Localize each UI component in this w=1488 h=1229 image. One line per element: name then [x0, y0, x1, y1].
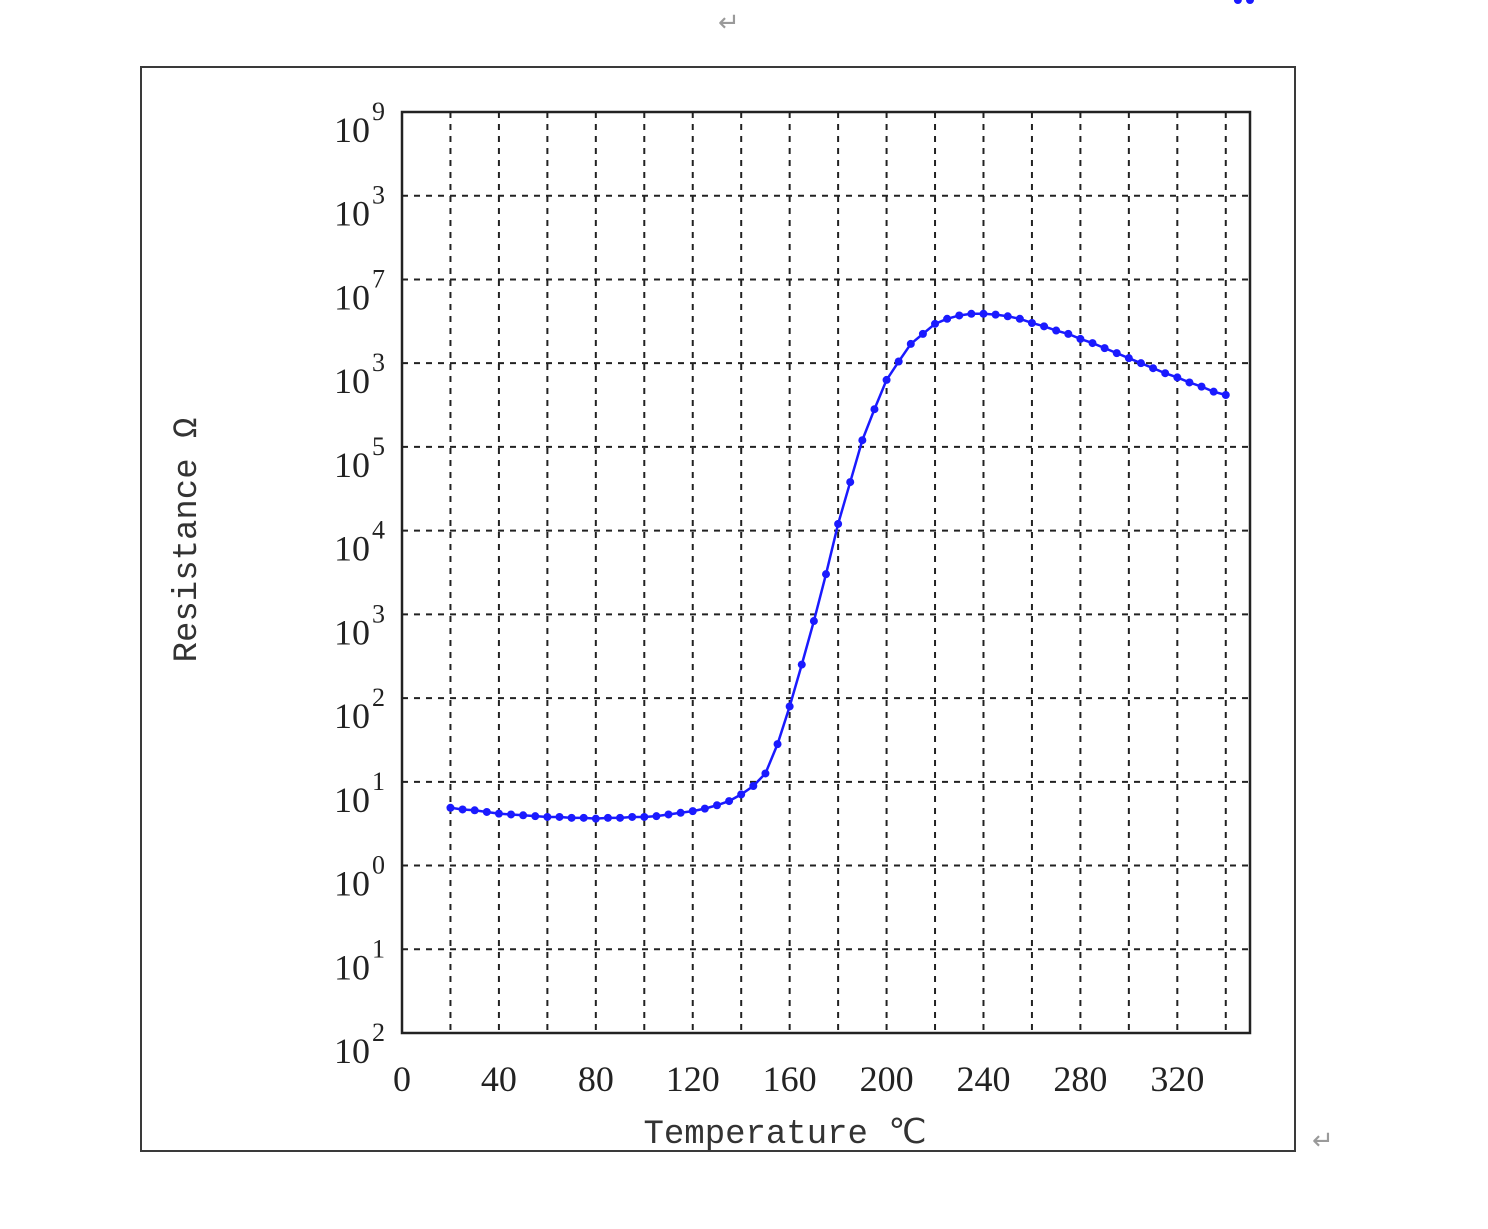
y-tick-label: 103 [334, 599, 385, 652]
data-point [507, 810, 516, 819]
data-point [591, 814, 600, 823]
data-point [1161, 369, 1170, 378]
return-mark-top: ↵ [718, 8, 740, 38]
x-tick-label: 200 [860, 1059, 914, 1099]
grid [402, 112, 1250, 1033]
data-point [1209, 387, 1218, 396]
y-tick-labels: 102 101 100 101 102 103 104 105 103 107 103 109 [334, 97, 385, 1071]
series-markers [446, 0, 1254, 823]
data-point [470, 806, 479, 815]
data-point [1136, 359, 1145, 368]
data-point [1040, 322, 1049, 331]
x-tick-label: 40 [481, 1059, 517, 1099]
data-point [579, 813, 588, 822]
data-point [894, 357, 903, 366]
data-point [700, 804, 709, 813]
data-point [1185, 378, 1194, 387]
data-point [616, 813, 625, 822]
data-point [1064, 329, 1073, 338]
data-point [749, 782, 758, 791]
data-point [458, 805, 467, 814]
data-point [1173, 373, 1182, 382]
y-tick-label: 103 [334, 181, 385, 234]
data-point [773, 740, 782, 749]
x-tick-label: 80 [578, 1059, 614, 1099]
data-point [688, 807, 697, 816]
data-point [979, 309, 988, 318]
data-point [628, 812, 637, 821]
data-point [1003, 312, 1012, 321]
data-point [1246, 0, 1254, 4]
x-tick-label: 0 [393, 1059, 411, 1099]
data-point [652, 812, 661, 821]
data-point [482, 807, 491, 816]
data-point [712, 801, 721, 810]
y-axis-title: Resistance Ω [169, 418, 207, 663]
data-point [1076, 334, 1085, 343]
x-tick-label: 280 [1053, 1059, 1107, 1099]
data-point [446, 803, 455, 812]
data-point [1088, 339, 1097, 348]
data-point [519, 811, 528, 820]
x-tick-label: 240 [956, 1059, 1010, 1099]
data-point [725, 797, 734, 806]
y-tick-label: 102 [334, 683, 385, 736]
data-point [1197, 382, 1206, 391]
data-point [543, 812, 552, 821]
data-point [797, 660, 806, 669]
data-point [1221, 390, 1230, 399]
data-point [567, 813, 576, 822]
y-tick-label: 101 [334, 934, 385, 987]
data-point [1124, 354, 1133, 363]
data-point [785, 702, 794, 711]
y-tick-label: 101 [334, 767, 385, 820]
data-point [967, 309, 976, 318]
data-point [603, 813, 612, 822]
data-point [943, 314, 952, 323]
chart-frame [140, 66, 1296, 1152]
plot-area-border [400, 110, 1252, 1035]
data-point [822, 570, 830, 579]
data-point [870, 405, 879, 414]
data-point [1149, 364, 1158, 373]
y-tick-label: 105 [334, 432, 385, 485]
data-point [882, 375, 891, 384]
data-point [676, 808, 685, 817]
data-point [918, 329, 927, 338]
data-point [761, 769, 770, 778]
data-point [906, 339, 915, 348]
data-point [1052, 326, 1061, 335]
x-tick-labels: 0 40 80 120 160 200 240 280 320 [393, 1059, 1204, 1099]
data-point [858, 436, 867, 445]
data-point [664, 810, 673, 819]
y-tick-label: 100 [334, 851, 385, 904]
data-point [931, 319, 940, 328]
data-point [555, 812, 564, 821]
data-point [1233, 0, 1242, 4]
data-point [1112, 349, 1121, 358]
data-point [494, 809, 503, 818]
data-point [1100, 344, 1109, 353]
data-point [1027, 318, 1036, 327]
y-tick-label: 104 [334, 516, 385, 569]
data-point [809, 617, 818, 626]
data-point [640, 812, 649, 821]
return-mark-bottom: ↵ [1312, 1126, 1334, 1156]
data-point [737, 790, 746, 799]
data-point [1015, 314, 1024, 323]
x-tick-label: 120 [666, 1059, 720, 1099]
x-tick-label: 320 [1150, 1059, 1204, 1099]
data-point [991, 310, 1000, 319]
x-axis-title: Temperature ℃ [643, 1116, 926, 1154]
y-tick-label: 109 [334, 97, 385, 150]
y-tick-label: 102 [334, 1018, 385, 1071]
data-point [834, 519, 843, 528]
y-tick-label: 107 [334, 264, 385, 317]
data-point [531, 812, 540, 821]
x-tick-label: 160 [763, 1059, 817, 1099]
data-point [955, 311, 964, 320]
data-point [846, 478, 855, 487]
y-tick-label: 103 [334, 348, 385, 401]
